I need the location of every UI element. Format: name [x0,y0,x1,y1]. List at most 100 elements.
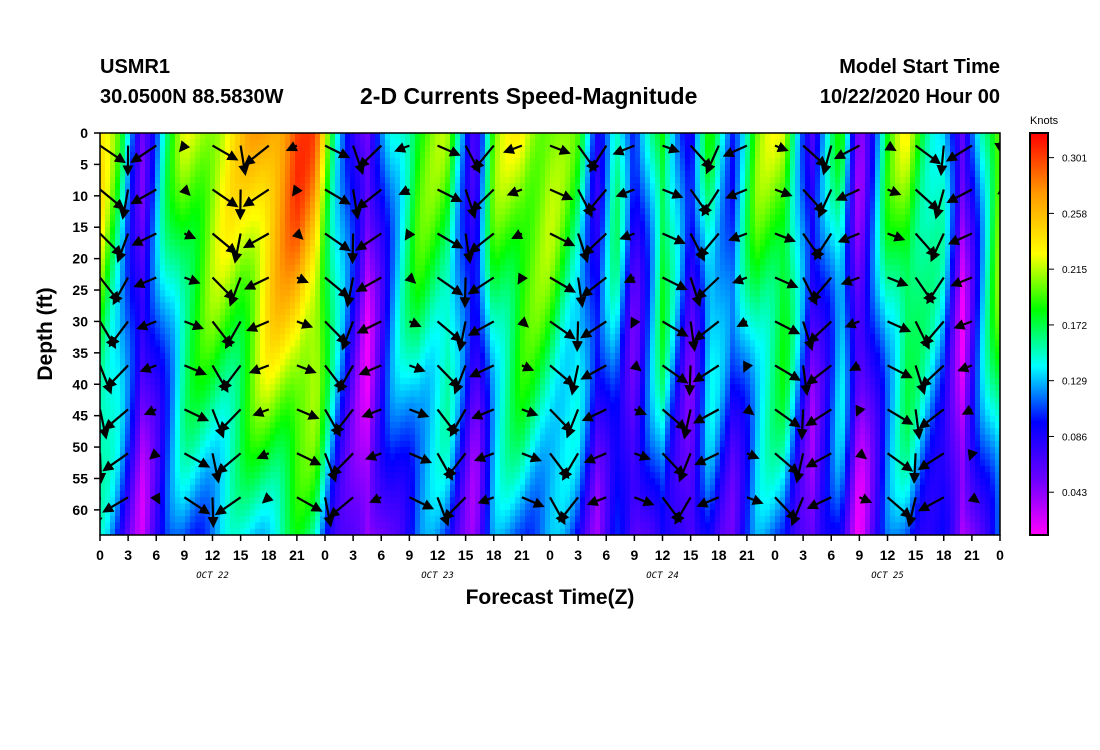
heatmap-cell [475,139,481,147]
heatmap-cell [370,396,376,404]
heatmap-cell [145,283,151,291]
heatmap-cell [125,472,131,480]
heatmap-cell [115,145,121,153]
heatmap-cell [255,478,261,486]
heatmap-cell [360,183,366,191]
heatmap-cell [320,346,326,354]
heatmap-cell [100,503,106,511]
heatmap-cell [210,522,216,530]
heatmap-cell [275,164,281,172]
heatmap-cell [235,522,241,530]
heatmap-cell [195,453,201,461]
heatmap-cell [320,409,326,417]
heatmap-cell [345,315,351,323]
heatmap-cell [465,478,471,486]
heatmap-cell [265,371,271,379]
heatmap-cell [470,465,476,473]
heatmap-cell [240,522,246,530]
heatmap-cell [400,233,406,241]
heatmap-cell [165,158,171,166]
heatmap-cell [445,176,451,184]
heatmap-cell [430,409,436,417]
heatmap-cell [200,447,206,454]
heatmap-cell [300,208,306,216]
heatmap-cell [340,428,346,436]
heatmap-cell [175,283,181,291]
heatmap-cell [430,365,436,373]
heatmap-cell [405,516,411,524]
heatmap-cell [285,522,291,530]
heatmap-cell [275,334,281,341]
heatmap-cell [335,478,341,486]
heatmap-cell [115,365,121,373]
heatmap-cell [275,327,281,335]
heatmap-cell [260,164,266,172]
heatmap-cell [480,352,486,360]
heatmap-cell [130,133,136,140]
heatmap-cell [155,478,161,486]
heatmap-cell [275,484,281,492]
heatmap-cell [345,509,351,517]
heatmap-cell [320,403,326,410]
heatmap-cell [305,220,311,228]
heatmap-cell [105,509,111,517]
heatmap-cell [375,396,381,404]
heatmap-cell [325,145,331,153]
heatmap-cell [155,308,161,316]
heatmap-cell [345,503,351,511]
heatmap-cell [395,346,401,354]
heatmap-cell [355,491,361,498]
heatmap-cell [100,352,106,360]
heatmap-cell [210,258,216,266]
heatmap-cell [250,164,256,172]
heatmap-cell [260,421,266,429]
heatmap-cell [210,327,216,335]
heatmap-cell [165,164,171,172]
heatmap-cell [275,239,281,247]
heatmap-cell [410,516,416,524]
heatmap-cell [480,390,486,398]
heatmap-cell [140,403,146,410]
heatmap-cell [410,183,416,191]
heatmap-cell [265,271,271,279]
heatmap-cell [135,390,141,398]
heatmap-cell [105,277,111,285]
heatmap-cell [260,516,266,524]
heatmap-cell [465,516,471,524]
heatmap-cell [315,290,321,297]
heatmap-cell [150,396,156,404]
heatmap-cell [105,252,111,260]
heatmap-cell [195,346,201,354]
heatmap-cell [265,176,271,184]
heatmap-cell [455,315,461,323]
heatmap-cell [320,516,326,524]
heatmap-cell [130,220,136,228]
heatmap-cell [210,396,216,404]
heatmap-cell [120,258,126,266]
heatmap-cell [140,208,146,216]
heatmap-cell [115,472,121,480]
heatmap-cell [315,277,321,285]
heatmap-cell [345,220,351,228]
heatmap-cell [175,158,181,166]
heatmap-cell [115,321,121,329]
heatmap-cell [100,522,106,530]
heatmap-cell [365,472,371,480]
heatmap-cell [290,296,296,304]
heatmap-cell [235,233,241,241]
heatmap-cell [290,421,296,429]
heatmap-cell [165,497,171,505]
heatmap-cell [395,189,401,197]
heatmap-cell [345,176,351,184]
heatmap-cell [300,139,306,147]
heatmap-cell [320,151,326,159]
heatmap-cell [280,522,286,530]
heatmap-cell [215,491,221,498]
heatmap-cell [210,170,216,178]
heatmap-cell [365,302,371,310]
heatmap-cell [330,258,336,266]
heatmap-cell [315,384,321,392]
heatmap-cell [340,359,346,367]
heatmap-cell [225,227,231,235]
heatmap-cell [310,377,316,385]
